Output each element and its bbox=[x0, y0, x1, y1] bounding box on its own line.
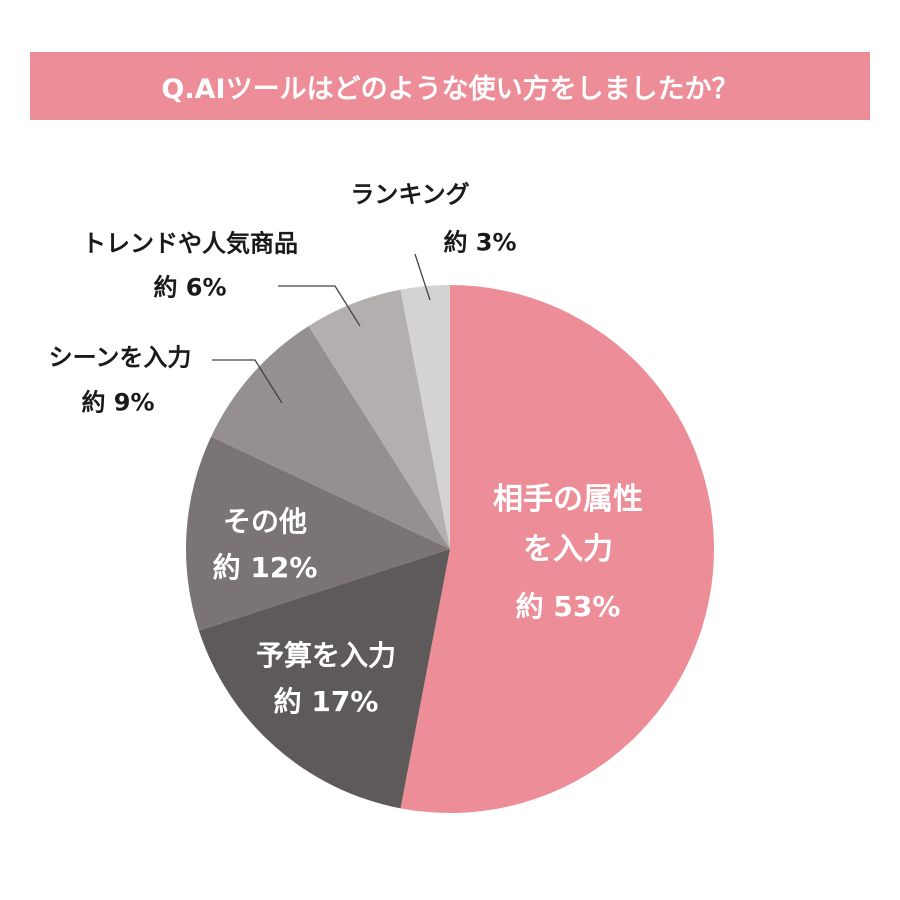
chart-title: Q.AIツールはどのような使い方をしましたか？ bbox=[30, 52, 870, 120]
slice-label: その他 bbox=[222, 505, 308, 538]
slice-label: 相手の属性を入力 bbox=[493, 482, 643, 567]
value-label: 約 12% bbox=[212, 551, 318, 584]
leader-line bbox=[278, 285, 361, 327]
pie-slice bbox=[186, 436, 450, 631]
pie-slice bbox=[400, 285, 450, 549]
slice-label: ランキング bbox=[350, 180, 470, 209]
pie-slice bbox=[400, 285, 714, 813]
slice-label: トレンドや人気商品 bbox=[82, 229, 298, 258]
value-label: 約 53% bbox=[515, 590, 621, 623]
slice-label: シーンを入力 bbox=[48, 343, 192, 372]
slice-label: 予算を入力 bbox=[255, 639, 397, 672]
leader-line bbox=[414, 253, 431, 301]
value-label: 約 3% bbox=[443, 228, 517, 257]
value-label: 約 6% bbox=[153, 273, 227, 302]
pie-slice bbox=[308, 289, 450, 549]
value-label: 約 17% bbox=[273, 685, 379, 718]
value-label: 約 9% bbox=[81, 388, 155, 417]
pie-slice bbox=[211, 326, 450, 549]
leader-line bbox=[212, 359, 283, 404]
pie-slice bbox=[198, 549, 450, 809]
